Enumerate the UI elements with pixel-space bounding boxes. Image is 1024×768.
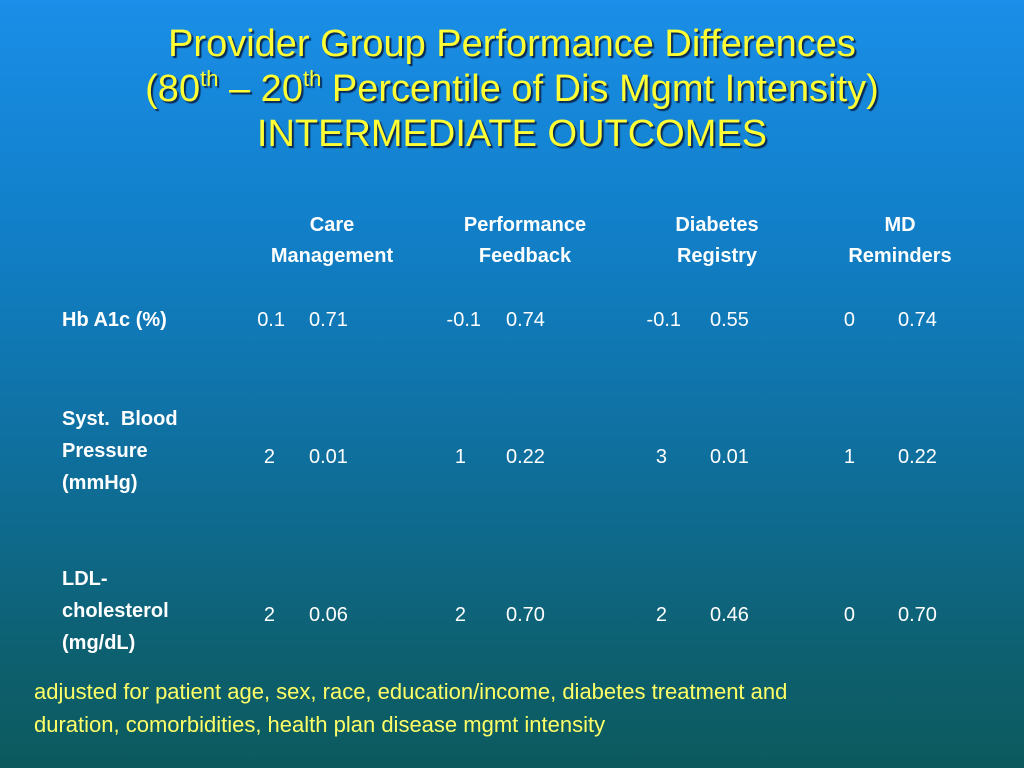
cell-estimate: -0.1	[646, 309, 681, 331]
title-superscript-1: th	[200, 66, 219, 91]
title-line-3: INTERMEDIATE OUTCOMES	[256, 113, 768, 155]
cell-estimate: 1	[843, 446, 855, 468]
cell-estimate: -0.1	[446, 309, 481, 331]
cell-p-value: 0.74	[506, 309, 545, 331]
slide-title: Provider Group Performance Differences (…	[0, 22, 1024, 157]
column-header-md-reminders: MD Reminders	[800, 210, 1000, 272]
cell-p-value: 0.55	[710, 309, 749, 331]
column-header-line-2: Registry	[676, 245, 758, 267]
column-header-line-1: Care	[309, 214, 355, 236]
row-label-line: Pressure	[62, 440, 148, 462]
row-label-line: (mmHg)	[62, 472, 138, 494]
column-header-line-1: Diabetes	[675, 214, 759, 236]
cell-p-value: 0.71	[309, 309, 348, 331]
column-header-performance-feedback: Performance Feedback	[425, 210, 625, 272]
column-header-diabetes-registry: Diabetes Registry	[617, 210, 817, 272]
row-label-line: Syst. Blood	[62, 408, 178, 430]
cell-p-value: 0.70	[506, 604, 545, 626]
cell-p-value: 0.01	[309, 446, 348, 468]
row-label-line: LDL-	[62, 568, 108, 590]
column-header-line-2: Management	[270, 245, 394, 267]
cell-p-value: 0.22	[898, 446, 937, 468]
column-header-line-1: Performance	[463, 214, 587, 236]
row-label-hba1c: Hb A1c (%)	[62, 304, 222, 336]
cell-estimate: 2	[263, 446, 275, 468]
title-line-2: (80th – 20th Percentile of Dis Mgmt Inte…	[0, 67, 1024, 112]
title-superscript-2: th	[302, 66, 322, 91]
footnote-line-1: adjusted for patient age, sex, race, edu…	[34, 679, 788, 704]
title-line-1: Provider Group Performance Differences	[168, 23, 856, 65]
column-header-line-1: MD	[884, 214, 916, 236]
cell-p-value: 0.70	[898, 604, 937, 626]
cell-estimate: 0.1	[257, 309, 285, 331]
cell-p-value: 0.01	[710, 446, 749, 468]
title-line-2-mid: – 20	[218, 68, 303, 110]
cell-estimate: 2	[655, 604, 667, 626]
footnote: adjusted for patient age, sex, race, edu…	[34, 675, 1014, 741]
cell-estimate: 2	[454, 604, 466, 626]
cell-p-value: 0.46	[710, 604, 749, 626]
cell-p-value: 0.06	[309, 604, 348, 626]
column-header-care-management: Care Management	[232, 210, 432, 272]
cell-estimate: 3	[655, 446, 667, 468]
cell-p-value: 0.74	[898, 309, 937, 331]
cell-estimate: 1	[454, 446, 466, 468]
cell-estimate: 2	[263, 604, 275, 626]
title-line-2-rest: Percentile of Dis Mgmt Intensity)	[321, 68, 879, 110]
column-header-line-2: Feedback	[478, 245, 572, 267]
cell-estimate: 0	[843, 604, 855, 626]
row-label-ldl-cholesterol: LDL- cholesterol (mg/dL)	[62, 563, 222, 659]
footnote-line-2: duration, comorbidities, health plan dis…	[34, 712, 606, 737]
column-header-line-2: Reminders	[848, 245, 952, 267]
cell-p-value: 0.22	[506, 446, 545, 468]
cell-estimate: 0	[843, 309, 855, 331]
row-label-line: (mg/dL)	[62, 632, 136, 654]
row-label-line: cholesterol	[62, 600, 169, 622]
row-label-line: Hb A1c (%)	[62, 309, 167, 331]
row-label-systolic-bp: Syst. Blood Pressure (mmHg)	[62, 403, 222, 499]
title-line-2-open: (80	[145, 68, 201, 110]
